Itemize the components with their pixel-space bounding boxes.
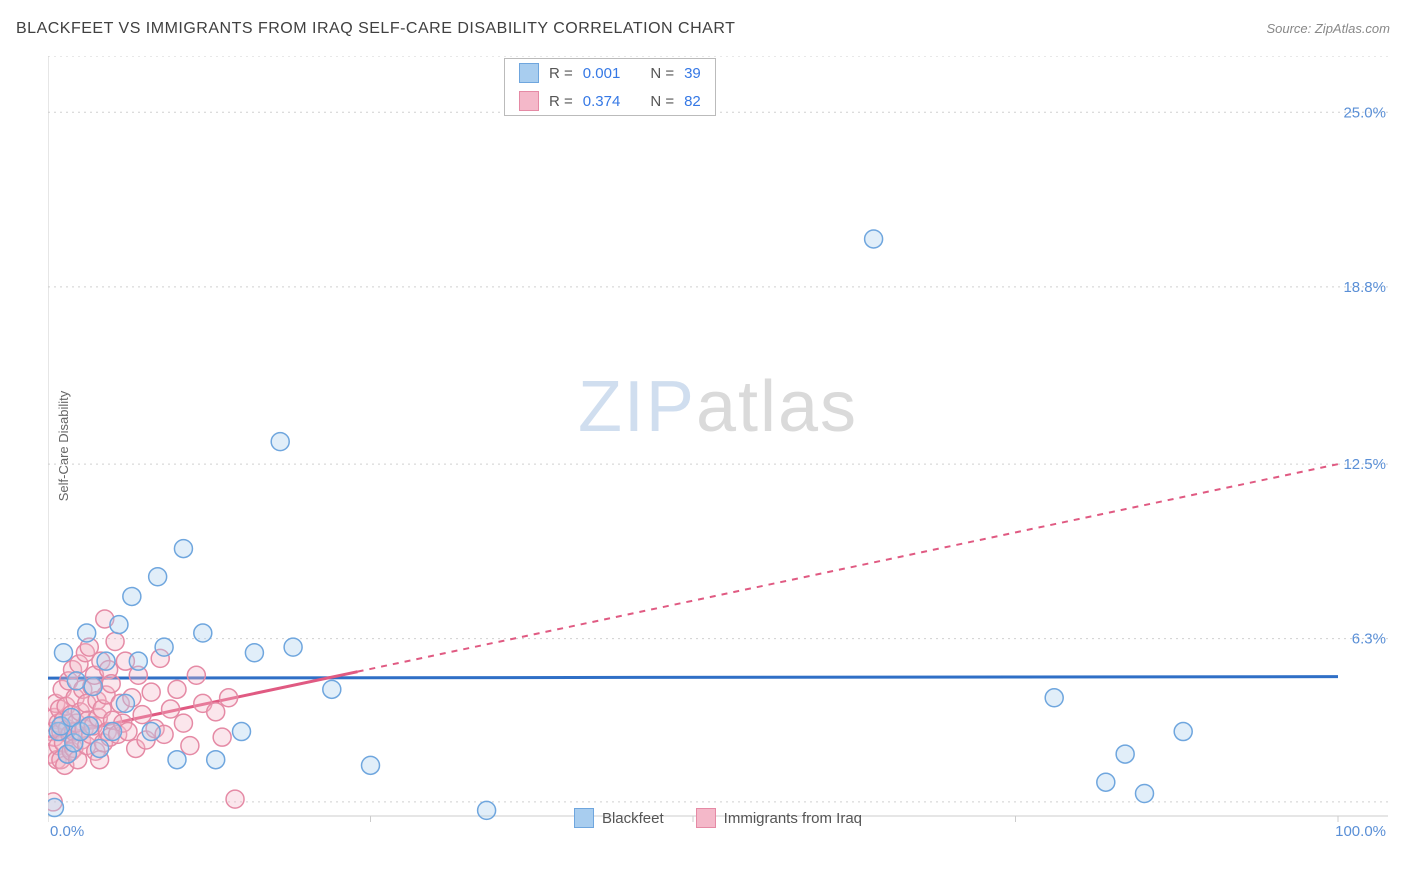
legend-item: Immigrants from Iraq [696,808,862,828]
chart-title: BLACKFEET VS IMMIGRANTS FROM IRAQ SELF-C… [16,20,735,38]
stats-row: R = 0.374 N = 82 [505,87,715,115]
r-label: R = [549,65,573,82]
legend-label: Blackfeet [602,810,664,827]
legend-swatch [519,91,539,111]
n-value: 39 [684,65,701,82]
svg-text:12.5%: 12.5% [1343,456,1386,473]
source-credit: Source: ZipAtlas.com [1266,21,1390,36]
legend-label: Immigrants from Iraq [724,810,862,827]
r-label: R = [549,93,573,110]
legend-swatch [696,808,716,828]
svg-text:25.0%: 25.0% [1343,104,1386,121]
scatter-svg: 6.3%12.5%18.8%25.0%0.0%100.0% [48,56,1388,836]
header: BLACKFEET VS IMMIGRANTS FROM IRAQ SELF-C… [16,20,1390,38]
chart-plot: 6.3%12.5%18.8%25.0%0.0%100.0% ZIPatlas R… [48,56,1388,836]
n-value: 82 [684,93,701,110]
legend-item: Blackfeet [574,808,664,828]
n-label: N = [650,65,674,82]
bottom-legend: Blackfeet Immigrants from Iraq [48,808,1388,828]
r-value: 0.374 [583,93,621,110]
stats-row: R = 0.001 N = 39 [505,59,715,87]
r-value: 0.001 [583,65,621,82]
svg-text:6.3%: 6.3% [1352,631,1386,648]
legend-swatch [519,63,539,83]
stats-legend-box: R = 0.001 N = 39 R = 0.374 N = 82 [504,58,716,116]
svg-text:18.8%: 18.8% [1343,279,1386,296]
n-label: N = [650,93,674,110]
legend-swatch [574,808,594,828]
